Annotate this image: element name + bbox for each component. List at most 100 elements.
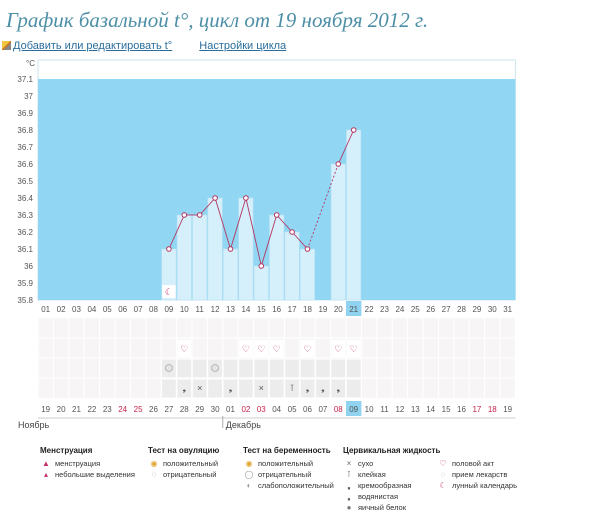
temperature-line [168,214,185,250]
heart-cell [331,340,345,357]
temperature-bar [192,214,208,301]
legend-item: ☾ лунный календарь [437,480,517,491]
cervical-fluid-icon: ❟ [229,383,233,393]
day-number-label: 11 [196,305,205,314]
day-number-label: 01 [41,305,50,314]
day-number-label: 14 [241,305,250,314]
y-tick-label: 36 [24,262,33,271]
calendar-date-label: 16 [457,405,466,414]
y-tick-label: 36.5 [17,177,33,186]
calendar-date-label: 19 [41,405,50,414]
temperature-line [260,214,278,267]
day-number-label: 21 [349,305,358,314]
y-tick-label: 36.8 [17,126,33,135]
heart-icon: ♡ [180,344,188,354]
day-number-label: 03 [72,305,81,314]
marker-cell [316,360,330,377]
legend-item: ⊺ клейкая [343,469,440,480]
legend-item: × сухо [343,458,440,469]
page-title: График базальной t°, цикл от 19 ноября 2… [6,8,429,32]
highlight-day-cell [346,301,362,316]
cervical-fluid-icon: ❟ [306,383,310,393]
calendar-date-label: 08 [334,405,343,414]
legend-icon: ◌ [151,470,157,479]
highlight-date-cell [346,401,362,416]
legend-item: ◌ прием лекарств [437,469,517,480]
heart-cell [300,340,315,357]
day-number-label: 30 [488,305,497,314]
y-tick-label: 36.3 [17,211,33,220]
marker-cell [162,380,176,397]
y-tick-label: 36.6 [17,160,33,169]
edit-temperature-link[interactable]: Добавить или редактировать t° [13,40,173,52]
heart-cell [177,340,191,357]
calendar-date-label: 20 [57,405,66,414]
calendar-date-label: 19 [503,405,512,414]
temperature-line [230,197,247,250]
temperature-bar [284,231,300,301]
heart-cell [347,340,361,357]
legend-item: ◯ отрицательный [243,469,334,480]
legend-item: ◐ слабоположительный [243,480,334,491]
legend-group-title: Цервикальная жидкость [343,446,441,455]
legend-icon: ▲ [42,459,50,468]
calendar-date-label: 21 [72,405,81,414]
day-number-label: 05 [103,305,112,314]
marker-cell [300,380,315,397]
day-number-label: 19 [318,305,327,314]
day-number-label: 12 [211,305,220,314]
legend-label: небольшие выделения [55,470,135,479]
y-tick-label: 36.9 [17,109,33,118]
heart-cell [254,340,268,357]
legend-group-title: Менструация [40,446,93,455]
legend-icon: ◯ [244,470,254,479]
day-number-label: 18 [303,305,312,314]
y-tick-label: 35.8 [17,296,33,305]
legend-icon: ▴ [43,470,48,479]
cervical-fluid-icon: × [259,383,264,393]
temperature-bar [299,248,315,301]
cycle-settings-link[interactable]: Настройки цикла [199,40,287,52]
legend-item: ● яичный белок [343,502,440,513]
cervical-fluid-icon: ❟ [183,383,187,393]
day-number-label: 29 [472,305,481,314]
y-tick-label: 37 [24,92,33,101]
legend-group: Тест на беременность ◉ положительный ◯ отриц… [243,446,334,491]
temperature-point [227,246,234,252]
legend-label: половой акт [452,459,495,468]
marker-cell [193,380,207,397]
day-number-label: 25 [411,305,420,314]
day-number-label: 09 [164,305,173,314]
day-number-label: 22 [365,305,374,314]
moon-box [162,285,176,298]
cervical-fluid-icon: ❟ [321,383,325,393]
cervical-fluid-icon: × [197,383,202,393]
legend-icon: ◉ [245,459,253,468]
temperature-line [276,214,293,233]
basal-temperature-chart: °C 37.1 37 36.9 36.8 36.7 36.6 36.5 36.4 36.3 36.2… [17,59,517,430]
calendar-date-label: 22 [87,405,96,414]
legend-item: ◌ отрицательный [148,469,219,480]
day-number-label: 23 [380,305,389,314]
y-tick-label: 35.9 [17,279,33,288]
y-tick-label: 36.7 [17,143,33,152]
calendar-date-label: 14 [426,405,435,414]
temperature-point [289,229,295,235]
marker-cell [316,380,330,397]
legend-icon: ❟ [347,481,351,490]
legend-item: ❟ кремообразная [343,480,440,491]
legend-item: ▲ менструация [40,458,135,469]
legend-label: лунный календарь [452,481,518,490]
calendar-date-label: 03 [257,405,266,414]
marker-cell [239,380,253,397]
temperature-point [258,263,265,269]
temperature-line [214,197,231,250]
legend-icon: ❟ [347,492,351,501]
temperature-line [199,197,216,216]
temperature-line [291,231,308,250]
calendar-date-label: 05 [288,405,297,414]
legend-icon: ◐ [246,481,252,490]
moon-icon: ☾ [165,287,173,297]
calendar-date-label: 23 [103,405,112,414]
calendar-date-label: 15 [442,405,451,414]
